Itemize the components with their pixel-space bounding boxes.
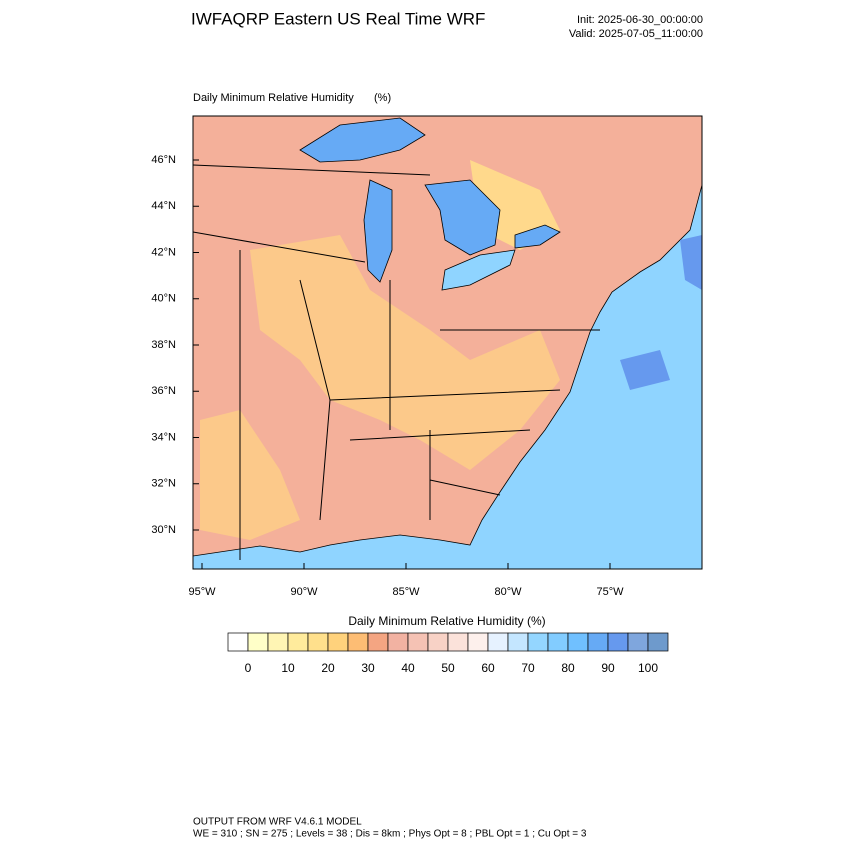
dry-region [250, 235, 560, 470]
colorbar-label: 20 [321, 661, 335, 675]
init-time: Init: 2025-06-30_00:00:00 [577, 14, 703, 26]
colorbar-label: 60 [481, 661, 495, 675]
map-units: (%) [374, 92, 391, 104]
lake-huron [424, 179, 501, 256]
lon-label: 90°W [290, 586, 318, 598]
colorbar-box [327, 632, 349, 652]
colorbar-box [347, 632, 369, 652]
colorbar-label: 40 [401, 661, 415, 675]
valid-time: Valid: 2025-07-05_11:00:00 [569, 28, 703, 40]
colorbar-box [647, 632, 669, 652]
lat-label: 34°N [151, 431, 176, 443]
colorbar-box [307, 632, 329, 652]
page-title: IWFAQRP Eastern US Real Time WRF [191, 9, 485, 28]
lat-label: 40°N [151, 293, 176, 305]
lat-label: 36°N [151, 385, 176, 397]
lake-ontario [514, 224, 561, 249]
lat-label: 42°N [151, 246, 176, 258]
map-frame [192, 115, 703, 570]
colorbar-box [507, 632, 529, 652]
colorbar-box [547, 632, 569, 652]
colorbar-label: 100 [638, 661, 658, 675]
colorbar-box [467, 632, 489, 652]
map-axes: 46°N 44°N 42°N 40°N 38°N 36°N 34°N 32°N 30°N 95°W… [151, 154, 624, 598]
lat-label: 30°N [151, 524, 176, 536]
colorbar-box [227, 632, 249, 652]
colorbar-box [587, 632, 609, 652]
lon-label: 95°W [188, 586, 216, 598]
ocean [193, 184, 702, 569]
colorbar-box [627, 632, 649, 652]
lake-michigan [363, 179, 393, 283]
lat-label: 32°N [151, 478, 176, 490]
colorbar-box [607, 632, 629, 652]
lon-label: 75°W [596, 586, 624, 598]
colorbar-box [407, 632, 429, 652]
colorbar-label: 10 [281, 661, 295, 675]
ocean-region [680, 235, 702, 290]
colorbar-box [247, 632, 269, 652]
colorbar: 0 10 20 30 40 50 60 70 80 90 100 [227, 632, 669, 675]
colorbar-box [427, 632, 449, 652]
map [192, 115, 703, 570]
lat-label: 44°N [151, 200, 176, 212]
colorbar-title: Daily Minimum Relative Humidity (%) [348, 614, 545, 628]
colorbar-box [487, 632, 509, 652]
footer-line: OUTPUT FROM WRF V4.6.1 MODEL [193, 817, 362, 828]
colorbar-box [287, 632, 309, 652]
colorbar-box [527, 632, 549, 652]
colorbar-label: 70 [521, 661, 535, 675]
colorbar-label: 0 [245, 661, 252, 675]
lake-erie [441, 249, 516, 291]
colorbar-label: 90 [601, 661, 615, 675]
colorbar-box [367, 632, 389, 652]
colorbar-box [447, 632, 469, 652]
colorbar-box [387, 632, 409, 652]
state-borders [193, 164, 600, 560]
footer-line: WE = 310 ; SN = 275 ; Levels = 38 ; Dis … [193, 829, 587, 840]
dry-region [200, 410, 300, 540]
colorbar-box [267, 632, 289, 652]
ocean-region [620, 350, 670, 390]
colorbar-label: 30 [361, 661, 375, 675]
lon-label: 85°W [392, 586, 420, 598]
colorbar-label: 50 [441, 661, 455, 675]
colorbar-label: 80 [561, 661, 575, 675]
lake-superior [299, 117, 426, 163]
lat-label: 46°N [151, 154, 176, 166]
map-title: Daily Minimum Relative Humidity [193, 92, 354, 104]
colorbar-box [567, 632, 589, 652]
lon-label: 80°W [494, 586, 522, 598]
lat-label: 38°N [151, 339, 176, 351]
